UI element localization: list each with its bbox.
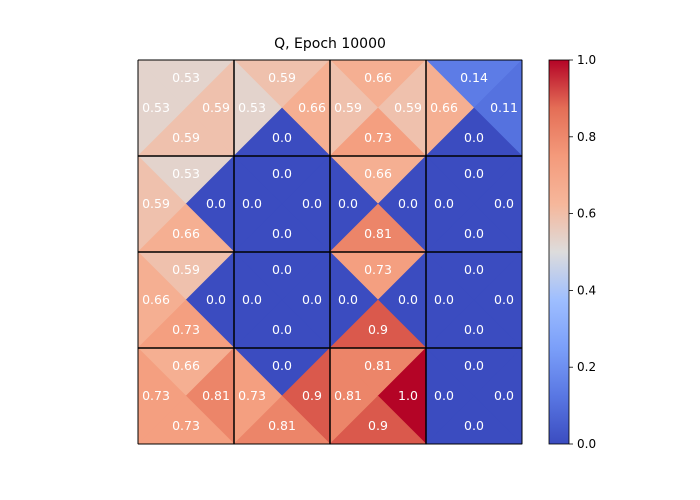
q-label-r1-c0-right: 0.0: [206, 196, 226, 211]
q-label-r3-c2-bottom: 0.9: [368, 418, 388, 433]
q-label-r2-c3-bottom: 0.0: [464, 322, 484, 337]
q-label-r0-c1-left: 0.53: [238, 100, 266, 115]
q-label-r0-c2-right: 0.59: [394, 100, 422, 115]
cells-layer: [137, 59, 523, 445]
q-label-r1-c1-top: 0.0: [272, 166, 292, 181]
colorbar: [548, 59, 570, 445]
q-label-r2-c0-right: 0.0: [206, 292, 226, 307]
q-label-r0-c0-left: 0.53: [142, 100, 170, 115]
gridlines-layer: [137, 59, 523, 445]
q-label-r1-c3-bottom: 0.0: [464, 226, 484, 241]
chart-title: Q, Epoch 10000: [274, 36, 386, 52]
colorbar-tick-label-5: 1.0: [577, 53, 596, 67]
q-label-r3-c0-bottom: 0.73: [172, 418, 200, 433]
q-label-r3-c3-top: 0.0: [464, 358, 484, 373]
q-label-r0-c2-bottom: 0.73: [364, 130, 392, 145]
q-label-r3-c0-top: 0.66: [172, 358, 200, 373]
q-label-r2-c3-left: 0.0: [434, 292, 454, 307]
q-label-r1-c2-right: 0.0: [398, 196, 418, 211]
q-label-r3-c2-top: 0.81: [364, 358, 392, 373]
q-label-r1-c1-bottom: 0.0: [272, 226, 292, 241]
colorbar-tick-label-0: 0.0: [577, 437, 596, 451]
colorbar-tick-label-3: 0.6: [577, 207, 596, 221]
colorbar-ticks: 0.0 0.2 0.4 0.6 0.8 1.0: [569, 53, 596, 451]
q-label-r3-c1-left: 0.73: [238, 388, 266, 403]
q-label-r3-c1-bottom: 0.81: [268, 418, 296, 433]
q-label-r0-c3-left: 0.66: [430, 100, 458, 115]
q-label-r1-c2-bottom: 0.81: [364, 226, 392, 241]
colorbar-tick-label-4: 0.8: [577, 130, 596, 144]
q-label-r2-c1-bottom: 0.0: [272, 322, 292, 337]
q-label-r0-c1-top: 0.59: [268, 70, 296, 85]
q-label-r2-c3-right: 0.0: [494, 292, 514, 307]
colorbar-tick-label-1: 0.2: [577, 360, 596, 374]
q-label-r0-c1-bottom: 0.0: [272, 130, 292, 145]
q-label-r1-c3-top: 0.0: [464, 166, 484, 181]
q-label-r3-c3-right: 0.0: [494, 388, 514, 403]
q-label-r0-c3-bottom: 0.0: [464, 130, 484, 145]
q-label-r2-c0-left: 0.66: [142, 292, 170, 307]
q-label-r2-c1-top: 0.0: [272, 262, 292, 277]
q-label-r3-c2-left: 0.81: [334, 388, 362, 403]
q-label-r0-c3-top: 0.14: [460, 70, 488, 85]
q-label-r3-c2-right: 1.0: [398, 388, 418, 403]
q-label-r1-c1-right: 0.0: [302, 196, 322, 211]
q-label-r0-c0-right: 0.59: [202, 100, 230, 115]
q-label-r0-c0-top: 0.53: [172, 70, 200, 85]
q-label-r1-c3-left: 0.0: [434, 196, 454, 211]
q-label-r0-c2-left: 0.59: [334, 100, 362, 115]
q-label-r2-c3-top: 0.0: [464, 262, 484, 277]
q-label-r2-c1-left: 0.0: [242, 292, 262, 307]
q-label-r0-c0-bottom: 0.59: [172, 130, 200, 145]
q-label-r3-c0-right: 0.81: [202, 388, 230, 403]
q-label-r3-c1-top: 0.0: [272, 358, 292, 373]
q-label-r1-c0-top: 0.53: [172, 166, 200, 181]
q-label-r1-c1-left: 0.0: [242, 196, 262, 211]
q-label-r1-c2-top: 0.66: [364, 166, 392, 181]
q-label-r3-c3-left: 0.0: [434, 388, 454, 403]
labels-layer: 0.530.53 0.590.590.590.53 0.660.00.660.59 0…: [142, 70, 518, 433]
q-label-r2-c2-bottom: 0.9: [368, 322, 388, 337]
q-label-r0-c1-right: 0.66: [298, 100, 326, 115]
q-label-r2-c1-right: 0.0: [302, 292, 322, 307]
q-label-r3-c3-bottom: 0.0: [464, 418, 484, 433]
q-label-r1-c2-left: 0.0: [338, 196, 358, 211]
q-label-r0-c2-top: 0.66: [364, 70, 392, 85]
q-label-r1-c0-left: 0.59: [142, 196, 170, 211]
q-label-r2-c2-top: 0.73: [364, 262, 392, 277]
q-label-r2-c0-bottom: 0.73: [172, 322, 200, 337]
q-label-r3-c0-left: 0.73: [142, 388, 170, 403]
q-label-r2-c0-top: 0.59: [172, 262, 200, 277]
q-label-r3-c1-right: 0.9: [302, 388, 322, 403]
colorbar-tick-label-2: 0.4: [577, 283, 596, 297]
q-label-r2-c2-left: 0.0: [338, 292, 358, 307]
q-label-r1-c0-bottom: 0.66: [172, 226, 200, 241]
q-label-r0-c3-right: 0.11: [490, 100, 518, 115]
q-label-r2-c2-right: 0.0: [398, 292, 418, 307]
q-label-r1-c3-right: 0.0: [494, 196, 514, 211]
